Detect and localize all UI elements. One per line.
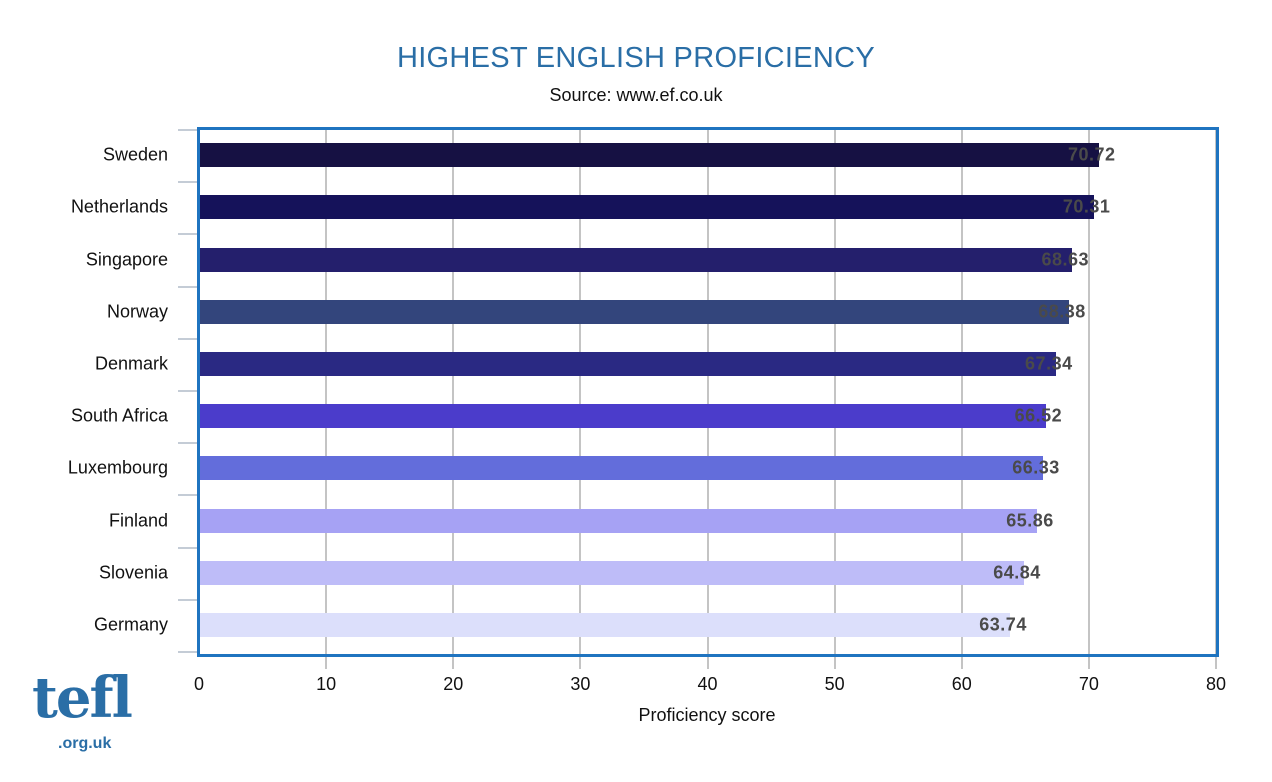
bar [200, 195, 1094, 220]
value-label: 67.34 [1025, 353, 1073, 374]
x-axis-label: Proficiency score [638, 705, 776, 725]
chart-title: HIGHEST ENGLISH PROFICIENCY [396, 42, 876, 74]
x-tick-label: 20 [443, 674, 464, 694]
y-tick-mark [178, 181, 198, 184]
x-tick-label: 10 [316, 674, 337, 694]
x-tick-label: 60 [951, 674, 972, 694]
bar [200, 351, 1057, 376]
value-label: 66.52 [1014, 405, 1063, 426]
gridline [960, 129, 963, 669]
y-tick-mark [178, 598, 198, 601]
y-tick-mark [178, 129, 198, 131]
y-tick-mark [178, 651, 198, 653]
category-label: Singapore [85, 249, 168, 269]
value-label: 64.84 [993, 562, 1041, 583]
value-label: 68.63 [1041, 249, 1089, 269]
bar [200, 404, 1046, 429]
bar [200, 508, 1038, 533]
value-label: 68.38 [1038, 301, 1086, 322]
category-label: Germany [93, 614, 168, 635]
y-tick-mark [178, 494, 198, 497]
x-tick-label: 30 [570, 674, 591, 694]
gridline [452, 129, 455, 669]
gridline [706, 129, 709, 669]
gridline [325, 129, 328, 669]
category-label: Sweden [102, 144, 168, 165]
gridline [833, 129, 836, 669]
bar [200, 560, 1025, 585]
category-label: Finland [108, 510, 168, 530]
value-label: 63.74 [979, 614, 1027, 635]
y-tick-mark [178, 233, 198, 236]
value-label: 65.86 [1006, 510, 1054, 530]
chart-subtitle: Source: www.ef.co.uk [549, 85, 723, 105]
category-label: South Africa [70, 405, 168, 426]
category-label: Netherlands [70, 196, 168, 217]
x-tick-label: 40 [697, 674, 718, 694]
tefl-logo: tefl [32, 665, 133, 731]
bar [200, 456, 1044, 481]
y-tick-mark [178, 546, 198, 549]
y-tick-mark [178, 285, 198, 288]
y-tick-mark [178, 337, 198, 340]
category-label: Norway [106, 301, 168, 322]
value-label: 70.72 [1068, 144, 1116, 165]
gridline [579, 129, 582, 669]
bar [200, 247, 1073, 272]
x-tick-label: 50 [824, 674, 845, 694]
y-tick-mark [178, 390, 198, 392]
category-label: Luxembourg [67, 457, 168, 478]
bar [200, 143, 1100, 168]
y-tick-mark [178, 442, 198, 445]
gridline [1087, 129, 1090, 669]
tefl-logo-domain: .org.uk [58, 735, 112, 752]
category-label: Slovenia [98, 562, 168, 583]
bar [200, 299, 1070, 324]
x-tick-label: 0 [193, 674, 205, 694]
x-tick-label: 80 [1205, 674, 1227, 694]
value-label: 70.31 [1062, 196, 1111, 217]
value-label: 66.33 [1012, 457, 1060, 478]
gridline [1215, 129, 1217, 669]
x-tick-label: 70 [1078, 674, 1099, 694]
category-label: Denmark [94, 353, 168, 374]
bar [200, 612, 1011, 637]
